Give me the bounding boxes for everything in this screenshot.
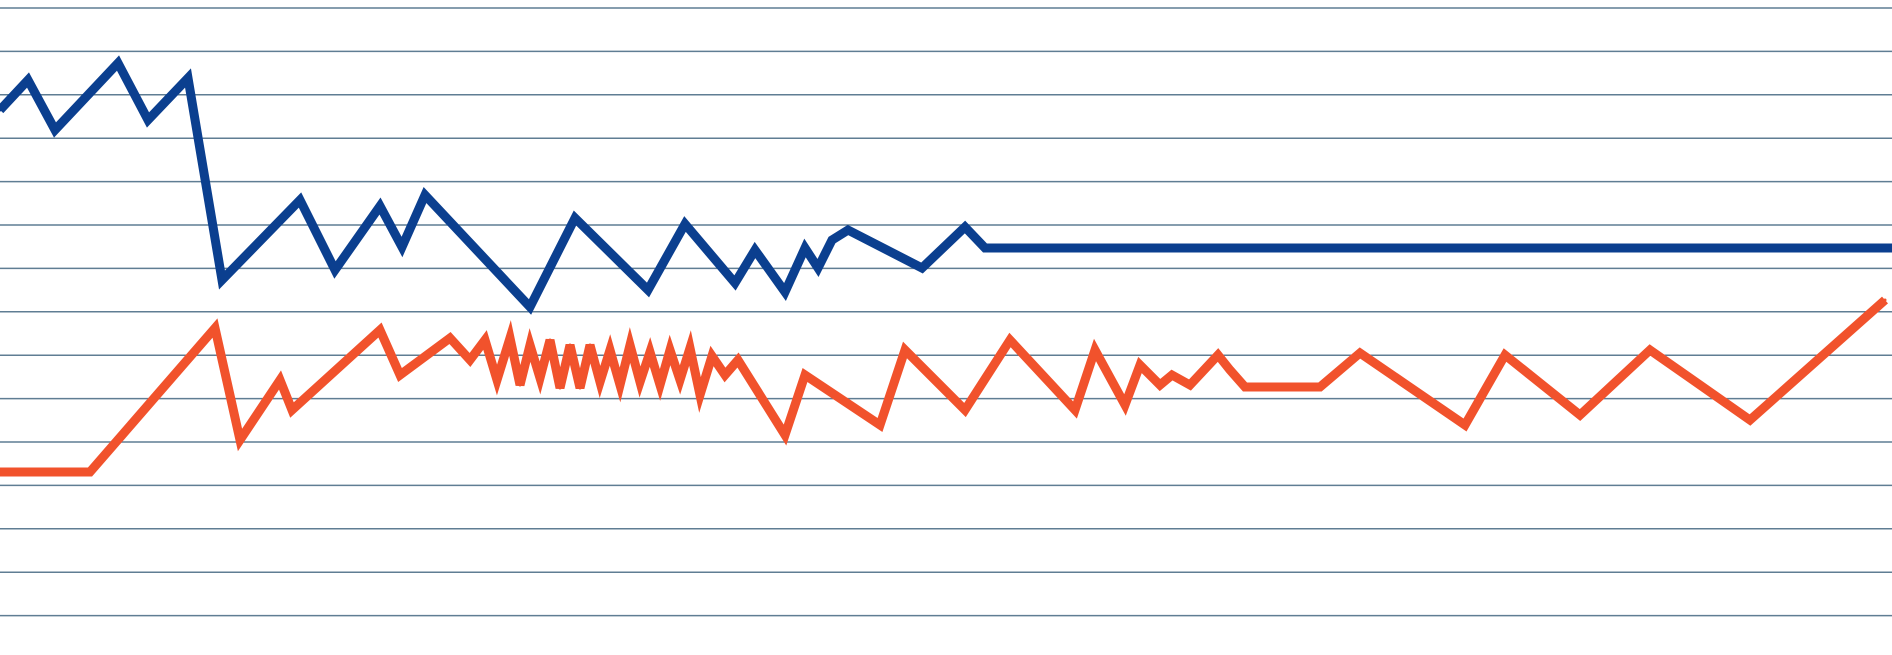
data-point-blue-11 [423,193,427,197]
data-point-orange-53 [1463,423,1467,427]
data-point-orange-25 [638,380,642,384]
data-point-orange-5 [290,408,294,412]
data-point-orange-40 [1008,338,1012,342]
data-point-orange-23 [618,383,622,387]
data-point-orange-10 [483,338,487,342]
data-point-blue-16 [733,281,737,285]
data-point-orange-38 [903,348,907,352]
data-point-orange-2 [213,326,217,330]
data-point-orange-17 [558,386,562,390]
data-point-blue-19 [803,246,807,250]
data-point-orange-47 [1188,383,1192,387]
data-point-orange-1 [88,470,92,474]
data-point-orange-0 [0,470,2,474]
data-point-orange-20 [588,343,592,347]
data-point-orange-3 [238,438,242,442]
data-point-orange-34 [736,358,740,362]
data-point-orange-51 [1318,385,1322,389]
data-point-orange-52 [1358,351,1362,355]
data-point-orange-56 [1648,348,1652,352]
data-point-orange-55 [1578,413,1582,417]
data-point-orange-27 [658,383,662,387]
data-point-orange-31 [698,393,702,397]
data-point-orange-46 [1170,373,1174,377]
data-point-blue-10 [400,245,404,249]
data-point-blue-14 [646,288,650,292]
data-point-orange-57 [1748,418,1752,422]
data-point-orange-22 [608,348,612,352]
data-point-orange-48 [1216,353,1220,357]
data-point-orange-44 [1138,363,1142,367]
data-point-orange-42 [1093,348,1097,352]
data-point-orange-50 [1243,385,1247,389]
data-point-orange-9 [468,358,472,362]
data-point-blue-23 [920,266,924,270]
data-point-blue-1 [26,78,30,82]
data-point-blue-2 [53,128,57,132]
data-point-orange-11 [495,378,499,382]
data-point-blue-0 [0,108,2,112]
data-point-orange-32 [710,354,714,358]
data-point-orange-29 [678,378,682,382]
data-point-blue-5 [186,76,190,80]
data-point-orange-19 [578,386,582,390]
data-point-orange-28 [668,348,672,352]
data-point-orange-26 [648,350,652,354]
data-point-orange-12 [508,336,512,340]
data-point-blue-12 [528,305,532,309]
data-point-orange-36 [803,373,807,377]
data-point-blue-13 [573,216,577,220]
data-point-orange-18 [568,343,572,347]
data-point-orange-35 [783,433,787,437]
data-point-orange-14 [528,343,532,347]
data-point-orange-15 [538,376,542,380]
data-point-orange-24 [628,343,632,347]
data-point-orange-13 [518,383,522,387]
data-point-orange-43 [1123,403,1127,407]
series-group [0,55,1892,477]
data-point-blue-20 [816,266,820,270]
data-point-blue-21 [830,238,834,242]
data-point-orange-6 [378,328,382,332]
data-point-blue-18 [783,290,787,294]
data-point-blue-25 [983,246,987,250]
data-point-blue-22 [846,228,850,232]
data-point-orange-33 [723,373,727,377]
data-point-blue-6 [220,278,224,282]
data-point-orange-39 [963,408,967,412]
data-point-blue-3 [116,61,120,65]
data-point-orange-54 [1503,353,1507,357]
data-point-blue-15 [683,222,687,226]
data-point-orange-16 [548,338,552,342]
data-point-orange-49 [1228,368,1232,372]
data-point-orange-30 [688,346,692,350]
data-point-blue-17 [753,248,757,252]
data-point-orange-37 [878,423,882,427]
data-point-blue-24 [963,225,967,229]
data-point-orange-8 [448,336,452,340]
data-point-orange-7 [398,373,402,377]
data-point-blue-7 [298,198,302,202]
data-point-blue-4 [146,118,150,122]
data-point-blue-9 [378,204,382,208]
data-point-orange-41 [1073,408,1077,412]
data-point-orange-21 [598,380,602,384]
data-point-orange-4 [278,378,282,382]
data-point-blue-8 [333,268,337,272]
data-point-orange-45 [1158,383,1162,387]
data-point-orange-58 [1883,298,1887,302]
